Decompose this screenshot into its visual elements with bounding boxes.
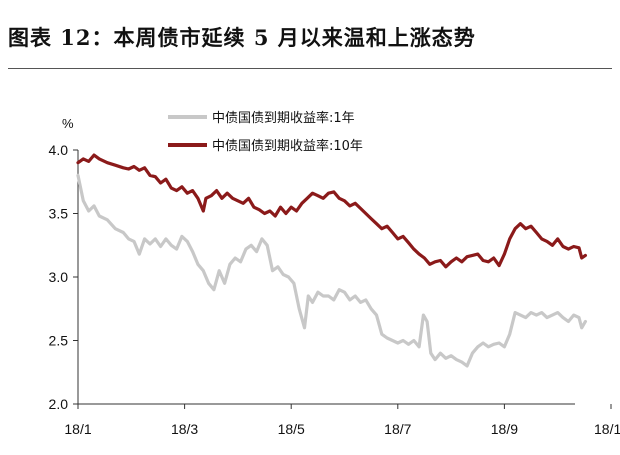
series-line-1y — [76, 173, 588, 368]
y-tick-label: 2.5 — [49, 333, 69, 349]
x-tick-label: 18/9 — [491, 421, 518, 437]
x-tick-label: 18/11 — [594, 421, 620, 437]
figure-title: 图表 12：本周债市延续 5 月以来温和上涨态势 — [8, 25, 476, 50]
y-axis-ticks: 4.0 3.5 3.0 2.5 2.0 — [49, 142, 78, 412]
y-tick-label: 3.0 — [49, 269, 69, 285]
x-tick-label: 18/7 — [384, 421, 411, 437]
y-tick-label: 4.0 — [49, 142, 69, 158]
legend-label-1y: 中债国债到期收益率:1年 — [212, 110, 355, 126]
x-tick-label: 18/1 — [64, 421, 91, 437]
y-tick-label: 2.0 — [49, 396, 69, 412]
series-line-10y — [76, 153, 588, 269]
legend-label-10y: 中债国债到期收益率:10年 — [212, 138, 363, 154]
y-tick-label: 3.5 — [49, 206, 69, 222]
y-axis-unit-label: % — [62, 116, 74, 131]
x-tick-label: 18/3 — [171, 421, 198, 437]
axes: % — [62, 116, 575, 405]
x-tick-label: 18/5 — [278, 421, 305, 437]
title-divider — [8, 68, 612, 69]
x-axis-ticks: 18/118/318/518/718/918/1119/119/319/519/… — [64, 404, 620, 437]
series-group — [76, 153, 588, 368]
